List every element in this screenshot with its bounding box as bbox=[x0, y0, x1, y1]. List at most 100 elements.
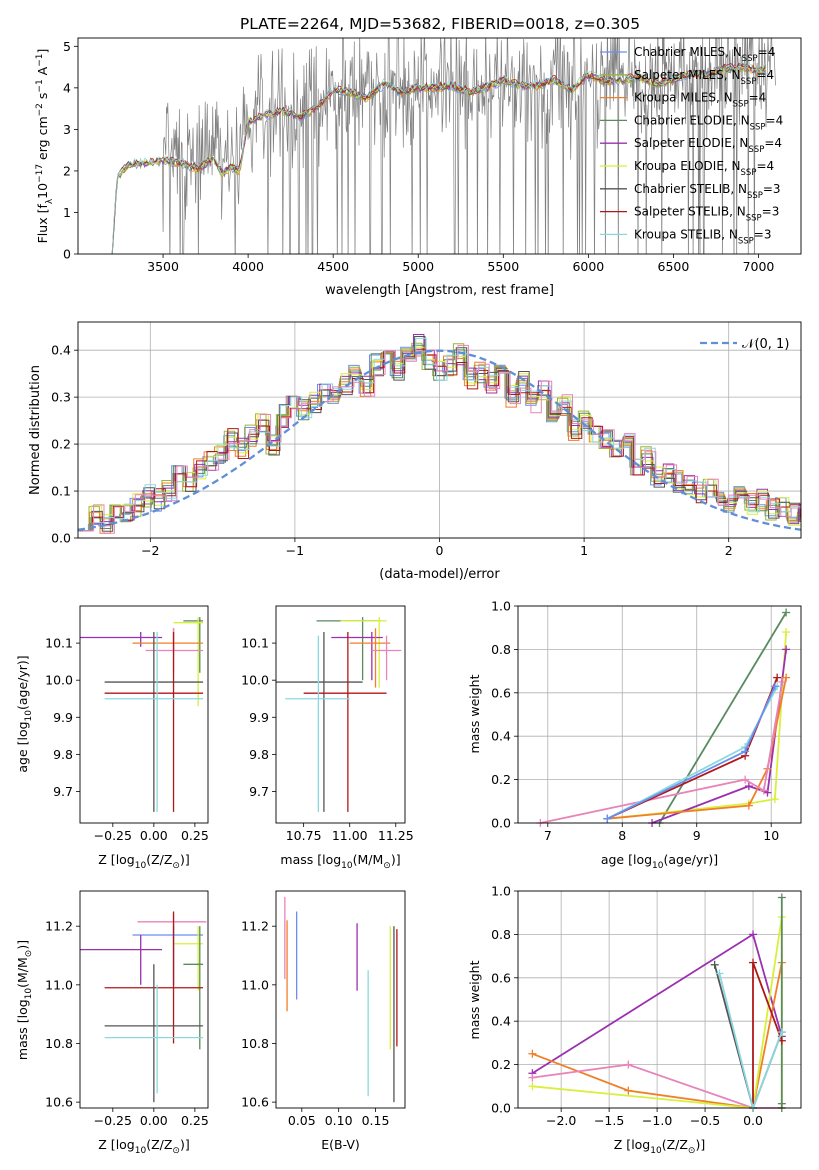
ebv-mass-panel: 0.05 0.10 0.15 10.6 10.8 11.0 11.2 E(B-V) bbox=[241, 890, 406, 1152]
y-tick-label: 11.0 bbox=[45, 977, 73, 992]
z-age-panel: −0.25 0.00 0.25 9.7 9.8 9.9 10.0 10.1 Z [log10(Z… bbox=[15, 605, 209, 871]
axes-frame bbox=[517, 605, 802, 824]
y-tick-label: 10.6 bbox=[241, 1095, 269, 1110]
y-tick-label: 10.0 bbox=[45, 673, 73, 688]
axes-frame bbox=[77, 321, 802, 539]
y-tick-label: 1.0 bbox=[491, 884, 511, 899]
histogram-kroupa_elodie bbox=[80, 346, 801, 532]
x-tick-label: 9 bbox=[693, 828, 701, 843]
y-tick-label: 0.4 bbox=[51, 343, 71, 358]
y-tick-label: 0.2 bbox=[491, 772, 511, 787]
y-tick-label: 0.8 bbox=[491, 927, 511, 942]
y-tick-label: 10.8 bbox=[241, 1036, 269, 1051]
x-axis-label: Z [log10(Z/Z⊙)] bbox=[98, 1137, 189, 1156]
x-tick-label: 11.00 bbox=[332, 828, 368, 843]
y-tick-label: 9.7 bbox=[249, 784, 269, 799]
y-tick-label: 0.8 bbox=[491, 642, 511, 657]
x-tick-label: −0.5 bbox=[690, 1113, 720, 1128]
histogram-extra_pink bbox=[83, 344, 801, 534]
y-tick-label: 9.9 bbox=[249, 710, 269, 725]
weight-line-kroupa_stelib bbox=[718, 973, 783, 1112]
legend-entry: Salpeter STELIB, NSSP=3 bbox=[634, 205, 779, 224]
x-tick-label: 0.00 bbox=[140, 828, 168, 843]
model-kroupa_stelib bbox=[111, 61, 766, 254]
x-axis-label: mass [log10(M/M⊙)] bbox=[280, 852, 400, 871]
y-tick-label: 10.1 bbox=[45, 636, 73, 651]
y-tick-label: 0.0 bbox=[491, 1101, 511, 1116]
model-salpeter_stelib bbox=[111, 62, 766, 254]
histogram-chabrier_miles bbox=[78, 346, 801, 532]
x-tick-label: −0.25 bbox=[94, 828, 132, 843]
y-tick-label: 2 bbox=[63, 163, 71, 178]
x-tick-label: 6500 bbox=[658, 259, 690, 274]
axes-frame bbox=[517, 890, 802, 1109]
x-tick-label: 4000 bbox=[232, 259, 264, 274]
x-tick-label: −2.0 bbox=[546, 1113, 576, 1128]
x-tick-label: 5500 bbox=[487, 259, 519, 274]
x-axis-label: (data-model)/error bbox=[379, 567, 500, 582]
legend-entry: Kroupa ELODIE, NSSP=4 bbox=[634, 159, 774, 178]
x-tick-label: 0.10 bbox=[325, 1113, 353, 1128]
x-tick-label: 0.0 bbox=[743, 1113, 763, 1128]
legend-entry: Chabrier STELIB, NSSP=3 bbox=[634, 182, 781, 201]
histogram-salpeter_elodie bbox=[80, 334, 801, 532]
x-tick-label: −1 bbox=[286, 543, 304, 558]
y-tick-label: 0.4 bbox=[491, 1014, 511, 1029]
legend-entry: Kroupa STELIB, NSSP=3 bbox=[634, 227, 772, 246]
residuals-panel: −2 −1 0 1 2 0.0 0.1 0.2 0.3 0.4 (data-model)/error… bbox=[28, 321, 802, 582]
x-tick-label: 0.15 bbox=[362, 1113, 390, 1128]
y-tick-label: 9.8 bbox=[53, 747, 73, 762]
weight-line-salpeter_stelib bbox=[607, 677, 779, 820]
legend-entry: Chabrier ELODIE, NSSP=4 bbox=[634, 113, 783, 132]
spectrum-panel: 3500 4000 4500 5000 5500 6000 6500 7000 0 1 2 3 4 5 wa… bbox=[35, 37, 802, 298]
x-axis-label: wavelength [Angstrom, rest frame] bbox=[325, 283, 554, 298]
y-tick-label: 4 bbox=[63, 80, 71, 95]
y-axis-label: mass [log10(M/M⊙)] bbox=[15, 940, 34, 1060]
y-axis-label: mass weight bbox=[467, 960, 482, 1039]
x-tick-label: 3500 bbox=[147, 259, 179, 274]
axes-frame bbox=[79, 605, 209, 824]
x-tick-label: −1.0 bbox=[642, 1113, 672, 1128]
gaussian-curve bbox=[78, 349, 801, 531]
y-tick-label: 9.7 bbox=[53, 784, 73, 799]
axes-frame bbox=[79, 890, 209, 1109]
axes-frame bbox=[275, 890, 406, 1109]
x-axis-label: age [log10(age/yr)] bbox=[601, 852, 718, 871]
figure-title: PLATE=2264, MJD=53682, FIBERID=0018, z=0… bbox=[240, 15, 640, 33]
x-tick-label: −2 bbox=[141, 543, 159, 558]
weight-line-kroupa_miles bbox=[532, 962, 783, 1110]
mass-age-panel: 10.75 11.00 11.25 9.7 9.8 9.9 10.0 10.1 mass [lo… bbox=[241, 605, 414, 871]
weight-line-chabrier_elodie bbox=[658, 612, 787, 824]
x-tick-label: 0.25 bbox=[181, 1113, 209, 1128]
x-axis-label: E(B-V) bbox=[321, 1137, 360, 1152]
x-axis-label: Z [log10(Z/Z⊙)] bbox=[614, 1137, 705, 1156]
x-tick-label: 0.05 bbox=[288, 1113, 316, 1128]
y-tick-label: 0.0 bbox=[491, 816, 511, 831]
y-tick-label: 9.9 bbox=[53, 710, 73, 725]
x-tick-label: 4500 bbox=[317, 259, 349, 274]
x-tick-label: 2 bbox=[725, 543, 733, 558]
y-tick-label: 11.0 bbox=[241, 977, 269, 992]
y-tick-label: 10.8 bbox=[45, 1036, 73, 1051]
model-chabrier_stelib bbox=[111, 63, 766, 254]
y-tick-label: 10.1 bbox=[241, 636, 269, 651]
y-tick-label: 10.6 bbox=[45, 1095, 73, 1110]
x-tick-label: 7 bbox=[544, 828, 552, 843]
x-tick-label: 11.25 bbox=[378, 828, 414, 843]
y-tick-label: 11.2 bbox=[241, 919, 269, 934]
histogram-kroupa_miles bbox=[79, 349, 801, 534]
x-tick-label: 5000 bbox=[402, 259, 434, 274]
y-tick-label: 0.1 bbox=[51, 484, 71, 499]
y-tick-label: 0.3 bbox=[51, 390, 71, 405]
weight-line-kroupa_elodie bbox=[607, 631, 787, 820]
axes-frame bbox=[275, 605, 406, 824]
histogram-kroupa_stelib bbox=[82, 337, 801, 532]
legend-entry: Salpeter MILES, NSSP=4 bbox=[634, 68, 774, 87]
y-tick-label: 0.6 bbox=[491, 685, 511, 700]
y-tick-label: 0 bbox=[63, 247, 71, 262]
x-tick-label: 10 bbox=[763, 828, 779, 843]
y-tick-label: 10.0 bbox=[241, 673, 269, 688]
y-tick-label: 11.2 bbox=[45, 919, 73, 934]
y-axis-label: Normed distribution bbox=[28, 365, 43, 495]
